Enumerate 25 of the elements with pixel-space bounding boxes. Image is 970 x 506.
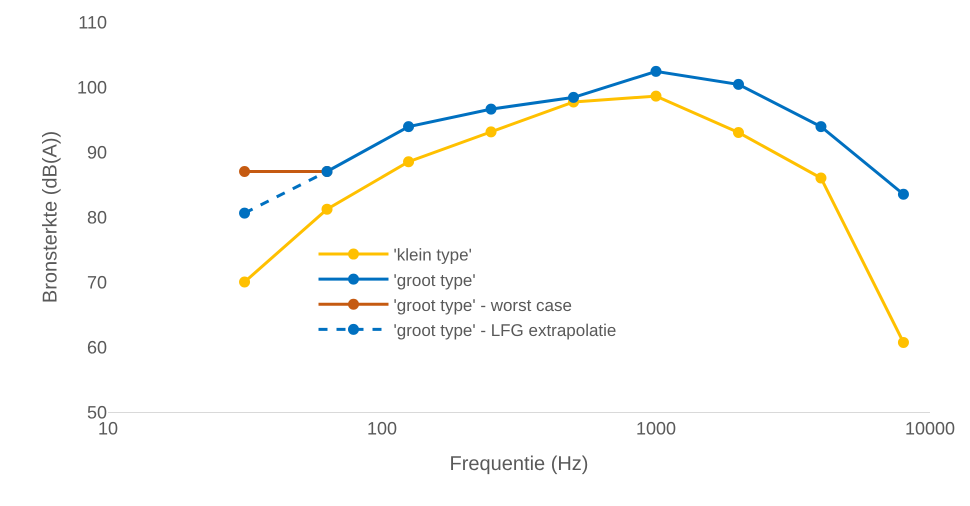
point	[732, 127, 744, 138]
legend-label: 'groot type' - LFG extrapolatie	[394, 320, 616, 340]
point	[650, 90, 662, 102]
legend-label: 'groot type' - worst case	[394, 296, 572, 315]
point	[815, 172, 826, 184]
x-tick-label: 1000	[636, 418, 676, 439]
x-axis-title: Frequentie (Hz)	[450, 453, 588, 476]
x-tick-label: 10000	[904, 418, 956, 439]
point	[486, 126, 497, 138]
y-tick-label: 90	[86, 142, 107, 162]
y-tick-label: 80	[86, 207, 107, 228]
point	[898, 336, 909, 348]
point	[239, 276, 250, 288]
y-tick-label: 100	[76, 77, 107, 98]
point	[239, 166, 250, 177]
y-tick-label: 110	[78, 12, 107, 32]
legend-label: 'groot type'	[394, 270, 476, 290]
point	[322, 204, 333, 215]
legend-label: 'klein type'	[394, 246, 472, 265]
point	[239, 208, 250, 219]
point	[403, 156, 414, 168]
y-tick-label: 70	[86, 272, 107, 292]
y-axis-title: Bronsterkte (dB(A))	[39, 130, 62, 304]
y-tick-label: 60	[86, 337, 107, 358]
x-tick-label: 100	[366, 418, 398, 439]
